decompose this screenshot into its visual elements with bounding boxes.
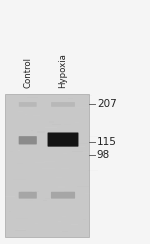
Bar <box>45 127 57 128</box>
Bar <box>70 140 76 141</box>
Text: 98: 98 <box>97 150 110 160</box>
Bar <box>43 200 47 201</box>
Bar <box>39 205 48 206</box>
Bar <box>33 115 40 116</box>
Bar <box>20 113 30 114</box>
Bar <box>85 193 93 194</box>
Bar <box>76 107 89 108</box>
Bar <box>35 191 39 192</box>
Bar <box>45 198 50 199</box>
Bar <box>7 201 10 202</box>
Bar <box>9 211 11 212</box>
Bar <box>29 108 33 109</box>
Bar <box>61 99 66 100</box>
Bar <box>18 150 20 151</box>
Bar <box>15 230 26 231</box>
Bar <box>13 179 26 180</box>
Bar <box>18 111 22 112</box>
Bar <box>13 107 20 108</box>
Bar <box>31 100 36 101</box>
Bar <box>62 231 68 233</box>
Bar <box>21 191 32 192</box>
Text: 115: 115 <box>97 137 117 146</box>
Bar <box>58 221 61 222</box>
Bar <box>54 143 57 144</box>
FancyBboxPatch shape <box>51 192 75 199</box>
Bar <box>75 108 78 109</box>
Bar <box>58 218 67 219</box>
Bar <box>5 196 15 197</box>
Bar <box>42 168 55 169</box>
Bar <box>68 146 79 147</box>
Bar <box>60 231 62 232</box>
Bar <box>10 151 13 152</box>
Bar <box>37 131 45 132</box>
Bar <box>87 95 92 96</box>
FancyBboxPatch shape <box>19 136 37 144</box>
Bar <box>71 220 84 221</box>
Bar <box>62 216 66 217</box>
Bar <box>35 223 38 224</box>
Bar <box>68 98 73 99</box>
Bar <box>31 130 33 131</box>
FancyBboxPatch shape <box>19 102 37 107</box>
Bar <box>71 224 78 225</box>
FancyBboxPatch shape <box>19 192 37 199</box>
Bar <box>38 224 48 225</box>
Bar <box>60 191 71 192</box>
Bar <box>75 122 79 123</box>
Bar <box>4 94 89 237</box>
Bar <box>84 121 91 122</box>
Bar <box>6 203 9 204</box>
Bar <box>56 177 62 178</box>
FancyBboxPatch shape <box>51 102 75 107</box>
Bar <box>72 151 83 152</box>
Bar <box>27 97 38 98</box>
Bar <box>63 153 67 154</box>
Bar <box>9 202 18 203</box>
Bar <box>62 134 72 135</box>
Bar <box>13 132 15 133</box>
Bar <box>82 152 93 153</box>
Bar <box>77 186 88 187</box>
Bar <box>89 136 98 137</box>
Bar <box>5 206 13 207</box>
Bar <box>6 223 17 224</box>
Bar <box>14 93 23 94</box>
Bar <box>88 156 100 157</box>
Text: 207: 207 <box>97 99 117 109</box>
Bar <box>73 93 78 94</box>
Bar <box>70 173 82 174</box>
Bar <box>17 163 23 164</box>
Bar <box>36 95 46 96</box>
FancyBboxPatch shape <box>48 132 78 147</box>
Bar <box>32 215 35 216</box>
Bar <box>61 168 69 169</box>
Bar <box>83 219 86 220</box>
Bar <box>25 114 27 115</box>
Bar <box>18 229 25 230</box>
Bar <box>8 110 18 111</box>
Bar <box>32 163 44 165</box>
Bar <box>64 124 71 125</box>
Bar <box>64 191 75 192</box>
Bar <box>15 168 20 169</box>
Text: Control: Control <box>23 57 32 88</box>
Bar <box>70 191 80 192</box>
Bar <box>67 207 77 208</box>
Bar <box>16 218 28 219</box>
Bar <box>27 134 41 135</box>
Bar <box>52 124 61 125</box>
Text: Hypoxia: Hypoxia <box>58 53 68 88</box>
Bar <box>44 161 55 162</box>
Bar <box>28 192 35 193</box>
Bar <box>58 186 65 188</box>
Bar <box>25 200 33 201</box>
Bar <box>88 170 98 171</box>
